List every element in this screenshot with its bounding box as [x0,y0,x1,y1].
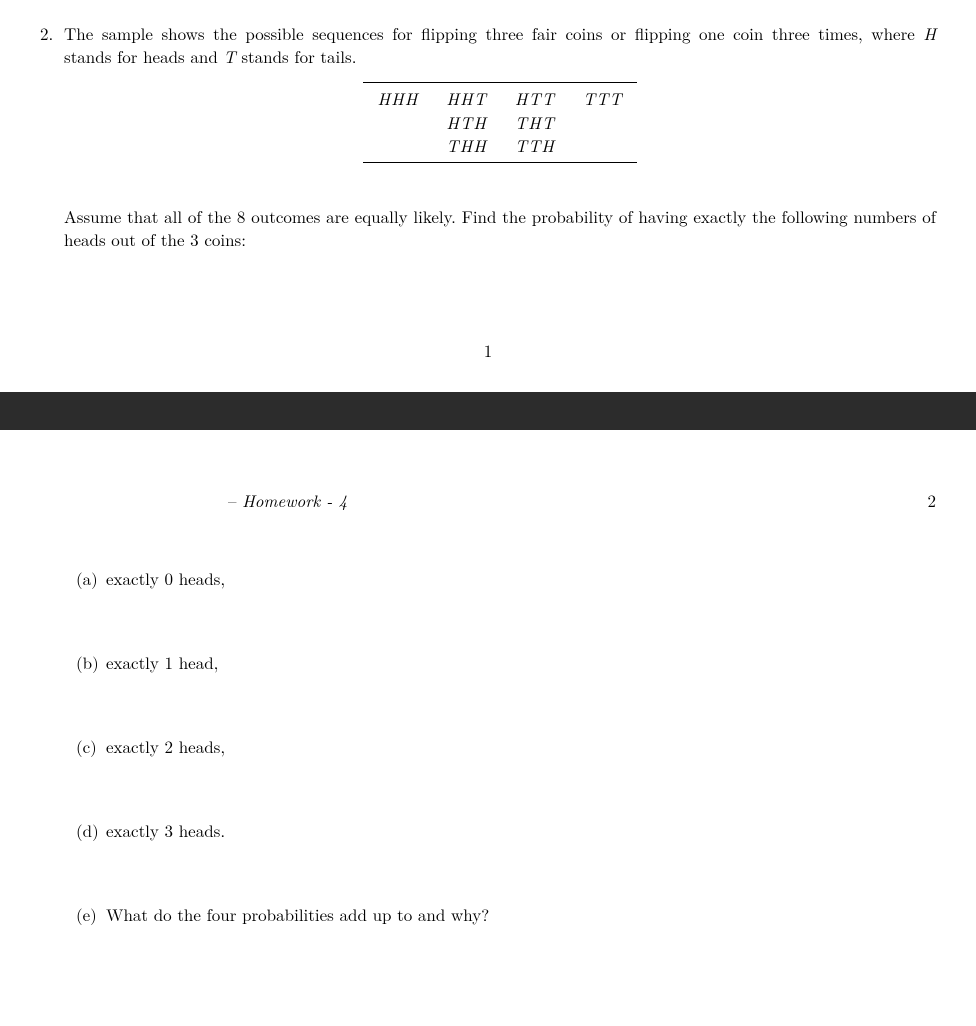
cell-TTT: TTT [569,82,637,110]
cell-HHH: HHH [363,82,432,110]
table-row: HTH THT [363,111,636,135]
cell-HTH: HTH [432,111,501,135]
subparts-list: (a) exactly 0 heads, (b) exactly 1 head,… [76,566,936,926]
header-dash: – [228,488,237,512]
problem-2: 2. The sample shows the possible sequenc… [40,22,936,251]
part-a-text: exactly 0 heads, [106,566,225,590]
page-break-bar [0,392,976,430]
table-row: HHH HHT HTT TTT [363,82,636,110]
assume-text: Assume that all of the 8 outcomes are eq… [64,205,936,251]
symbol-T: T [223,44,235,68]
problem-number: 2. [40,22,64,251]
part-c-text: exactly 2 heads, [106,734,225,758]
part-b: (b) exactly 1 head, [76,650,936,674]
part-a-label: (a) [76,566,106,590]
intro-text-1: The sample shows the possible sequences … [64,21,923,45]
page-number-2: 2 [928,488,937,512]
document-page: 2. The sample shows the possible sequenc… [0,0,976,1026]
header-title-wrap: – Homework - 4 [228,488,347,512]
part-e: (e) What do the four probabilities add u… [76,902,936,926]
part-e-text: What do the four probabilities add up to… [106,902,489,926]
table-row: THH TTH [363,134,636,162]
cell-TTH: TTH [501,134,569,162]
intro-text-3: stands for tails. [236,44,357,68]
symbol-H: H [923,21,936,45]
header-title: Homework - 4 [242,488,347,512]
part-d: (d) exactly 3 heads. [76,818,936,842]
page-number-1: 1 [40,339,936,392]
page-2-content: – Homework - 4 2 (a) exactly 0 heads, (b… [0,430,976,1026]
part-d-label: (d) [76,818,106,842]
part-c: (c) exactly 2 heads, [76,734,936,758]
page-1-content: 2. The sample shows the possible sequenc… [0,0,976,392]
cell-THT: THT [501,111,569,135]
part-a: (a) exactly 0 heads, [76,566,936,590]
page-2-header: – Homework - 4 2 [40,488,936,512]
part-b-text: exactly 1 head, [106,650,218,674]
part-c-label: (c) [76,734,106,758]
part-b-label: (b) [76,650,106,674]
problem-body: The sample shows the possible sequences … [64,22,936,251]
outcomes-table: HHH HHT HTT TTT HTH THT THH TTH [363,82,636,163]
cell-HHT: HHT [432,82,501,110]
part-e-label: (e) [76,902,106,926]
intro-text-2: stands for heads and [64,44,223,68]
cell-HTT: HTT [501,82,569,110]
cell-THH: THH [432,134,501,162]
part-d-text: exactly 3 heads. [106,818,225,842]
